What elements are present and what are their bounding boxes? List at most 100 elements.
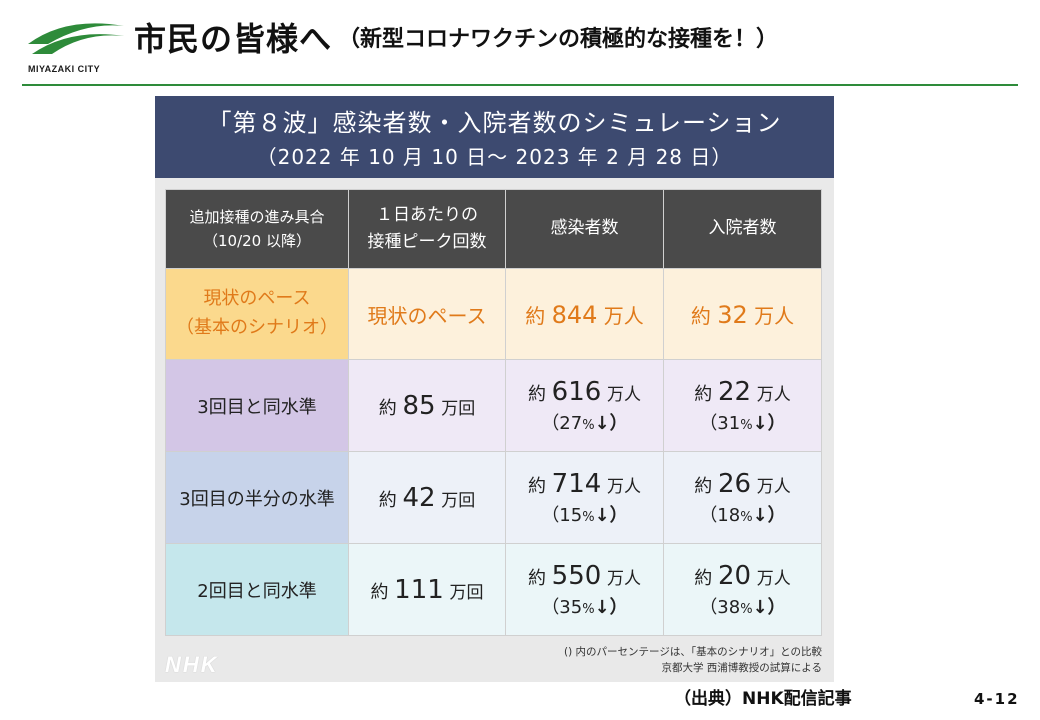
down-arrow-icon: ↓） xyxy=(594,413,628,435)
scenario-peak: 約 85 万回 xyxy=(348,359,506,452)
table-footnote: () 内のパーセンテージは、「基本のシナリオ」との比較 京都大学 西浦博教授の試… xyxy=(564,644,822,677)
base-infected-unit: 万人 xyxy=(603,303,644,328)
header-col2-line2: 接種ピーク回数 xyxy=(367,232,487,252)
infected-num: 550 xyxy=(551,560,602,591)
header-col1-line2: （10/20 以降） xyxy=(203,232,311,250)
infected-unit: 万人 xyxy=(607,568,642,589)
down-arrow-icon: ↓） xyxy=(594,505,628,527)
hosp-prefix: 約 xyxy=(694,383,713,405)
hosp-prefix: 約 xyxy=(694,567,713,589)
scenario-label: 2回目と同水準 xyxy=(165,543,349,636)
peak-prefix: 約 xyxy=(378,397,397,419)
infected-num: 616 xyxy=(551,376,602,407)
infected-pct-symbol: % xyxy=(582,418,595,434)
title-divider xyxy=(22,84,1018,86)
page-number: 4-12 xyxy=(974,690,1020,708)
infected-pct: （35 xyxy=(541,597,583,619)
infected-pct-symbol: % xyxy=(582,510,595,526)
down-arrow-icon: ↓） xyxy=(594,597,628,619)
scenario-hospitalized: 約 20 万人 （38%↓） xyxy=(663,543,822,636)
source-credit: （出典）NHK配信記事 xyxy=(674,689,852,709)
peak-num: 85 xyxy=(402,390,436,421)
panel-header: 「第８波」感染者数・入院者数のシミュレーション （2022 年 10 月 10 … xyxy=(155,96,834,178)
base-infected-num: 844 xyxy=(551,300,598,329)
infected-num: 714 xyxy=(551,468,602,499)
infected-prefix: 約 xyxy=(527,475,546,497)
scenario-hospitalized: 約 26 万人 （18%↓） xyxy=(663,451,822,544)
header-daily-peak: １日あたりの 接種ピーク回数 xyxy=(348,189,506,269)
miyazaki-city-logo: MIYAZAKI CITY xyxy=(22,14,132,80)
header-hospitalized: 入院者数 xyxy=(663,189,822,269)
header-booster-progress: 追加接種の進み具合 （10/20 以降） xyxy=(165,189,349,269)
base-hosp-unit: 万人 xyxy=(754,303,795,328)
table-header-row: 追加接種の進み具合 （10/20 以降） １日あたりの 接種ピーク回数 感染者数… xyxy=(165,189,822,269)
logo-text: MIYAZAKI CITY xyxy=(28,64,101,74)
peak-unit: 万回 xyxy=(441,398,476,419)
scenario-peak: 約 111 万回 xyxy=(348,543,506,636)
base-hosp-num: 32 xyxy=(717,300,748,329)
scenario-label: 3回目の半分の水準 xyxy=(165,451,349,544)
hosp-pct-symbol: % xyxy=(740,602,753,618)
hosp-unit: 万人 xyxy=(756,476,791,497)
hosp-pct: （18 xyxy=(699,505,741,527)
scenario-hospitalized: 約 22 万人 （31%↓） xyxy=(663,359,822,452)
hosp-num: 22 xyxy=(717,376,752,407)
base-label-line1: 現状のペース xyxy=(203,288,311,310)
page-title-main: 市民の皆様へ xyxy=(134,20,333,58)
infected-prefix: 約 xyxy=(527,383,546,405)
infected-pct-symbol: % xyxy=(582,602,595,618)
peak-unit: 万回 xyxy=(441,490,476,511)
peak-prefix: 約 xyxy=(378,489,397,511)
infected-pct: （27 xyxy=(541,413,583,435)
header-col1-line1: 追加接種の進み具合 xyxy=(189,208,325,226)
footnote-line1: () 内のパーセンテージは、「基本のシナリオ」との比較 xyxy=(564,646,822,658)
simulation-panel: 「第８波」感染者数・入院者数のシミュレーション （2022 年 10 月 10 … xyxy=(155,96,834,682)
scenario-infected: 約 616 万人 （27%↓） xyxy=(505,359,664,452)
panel-period: （2022 年 10 月 10 日〜 2023 年 2 月 28 日） xyxy=(256,145,733,169)
infected-unit: 万人 xyxy=(607,476,642,497)
base-scenario-peak: 現状のペース xyxy=(348,268,506,360)
base-infected-prefix: 約 xyxy=(525,303,546,328)
scenario-peak: 約 42 万回 xyxy=(348,451,506,544)
hosp-pct-symbol: % xyxy=(740,418,753,434)
header-col2-line1: １日あたりの xyxy=(376,204,478,225)
hosp-pct-symbol: % xyxy=(740,510,753,526)
scenario-label: 3回目と同水準 xyxy=(165,359,349,452)
peak-num: 42 xyxy=(402,482,436,513)
hosp-pct: （31 xyxy=(699,413,741,435)
table-row: 3回目の半分の水準 約 42 万回 約 714 万人 （15%↓） 約 26 万… xyxy=(165,451,822,544)
infected-prefix: 約 xyxy=(527,567,546,589)
scenario-infected: 約 714 万人 （15%↓） xyxy=(505,451,664,544)
base-scenario-hospitalized: 約 32 万人 xyxy=(663,268,822,360)
down-arrow-icon: ↓） xyxy=(752,505,786,527)
hosp-num: 26 xyxy=(717,468,752,499)
peak-unit: 万回 xyxy=(449,582,484,603)
base-scenario-label: 現状のペース （基本のシナリオ） xyxy=(165,268,349,360)
hosp-unit: 万人 xyxy=(756,384,791,405)
table-row-base-scenario: 現状のペース （基本のシナリオ） 現状のペース 約 844 万人 約 32 万人 xyxy=(165,268,822,360)
peak-num: 111 xyxy=(394,574,444,605)
infected-pct: （15 xyxy=(541,505,583,527)
simulation-table: 追加接種の進み具合 （10/20 以降） １日あたりの 接種ピーク回数 感染者数… xyxy=(165,189,822,636)
base-hosp-prefix: 約 xyxy=(690,303,711,328)
base-label-line2: （基本のシナリオ） xyxy=(176,317,338,338)
down-arrow-icon: ↓） xyxy=(752,413,786,435)
page-title: 市民の皆様へ （新型コロナワクチンの積極的な接種を！） xyxy=(134,14,778,60)
down-arrow-icon: ↓） xyxy=(752,597,786,619)
footnote-line2: 京都大学 西浦博教授の試算による xyxy=(661,662,822,675)
base-scenario-infected: 約 844 万人 xyxy=(505,268,664,360)
hosp-prefix: 約 xyxy=(694,475,713,497)
peak-prefix: 約 xyxy=(370,581,389,603)
infected-unit: 万人 xyxy=(607,384,642,405)
header-infected: 感染者数 xyxy=(505,189,664,269)
scenario-infected: 約 550 万人 （35%↓） xyxy=(505,543,664,636)
panel-title: 「第８波」感染者数・入院者数のシミュレーション xyxy=(207,109,782,137)
hosp-pct: （38 xyxy=(699,597,741,619)
hosp-unit: 万人 xyxy=(756,568,791,589)
nhk-watermark: NHK xyxy=(165,652,219,677)
page-title-sub: （新型コロナワクチンの積極的な接種を！） xyxy=(338,27,779,52)
table-row: 3回目と同水準 約 85 万回 約 616 万人 （27%↓） 約 22 万人 … xyxy=(165,359,822,452)
hosp-num: 20 xyxy=(717,560,752,591)
logo-swoosh-icon xyxy=(28,23,124,54)
table-row: 2回目と同水準 約 111 万回 約 550 万人 （35%↓） 約 20 万人… xyxy=(165,543,822,636)
